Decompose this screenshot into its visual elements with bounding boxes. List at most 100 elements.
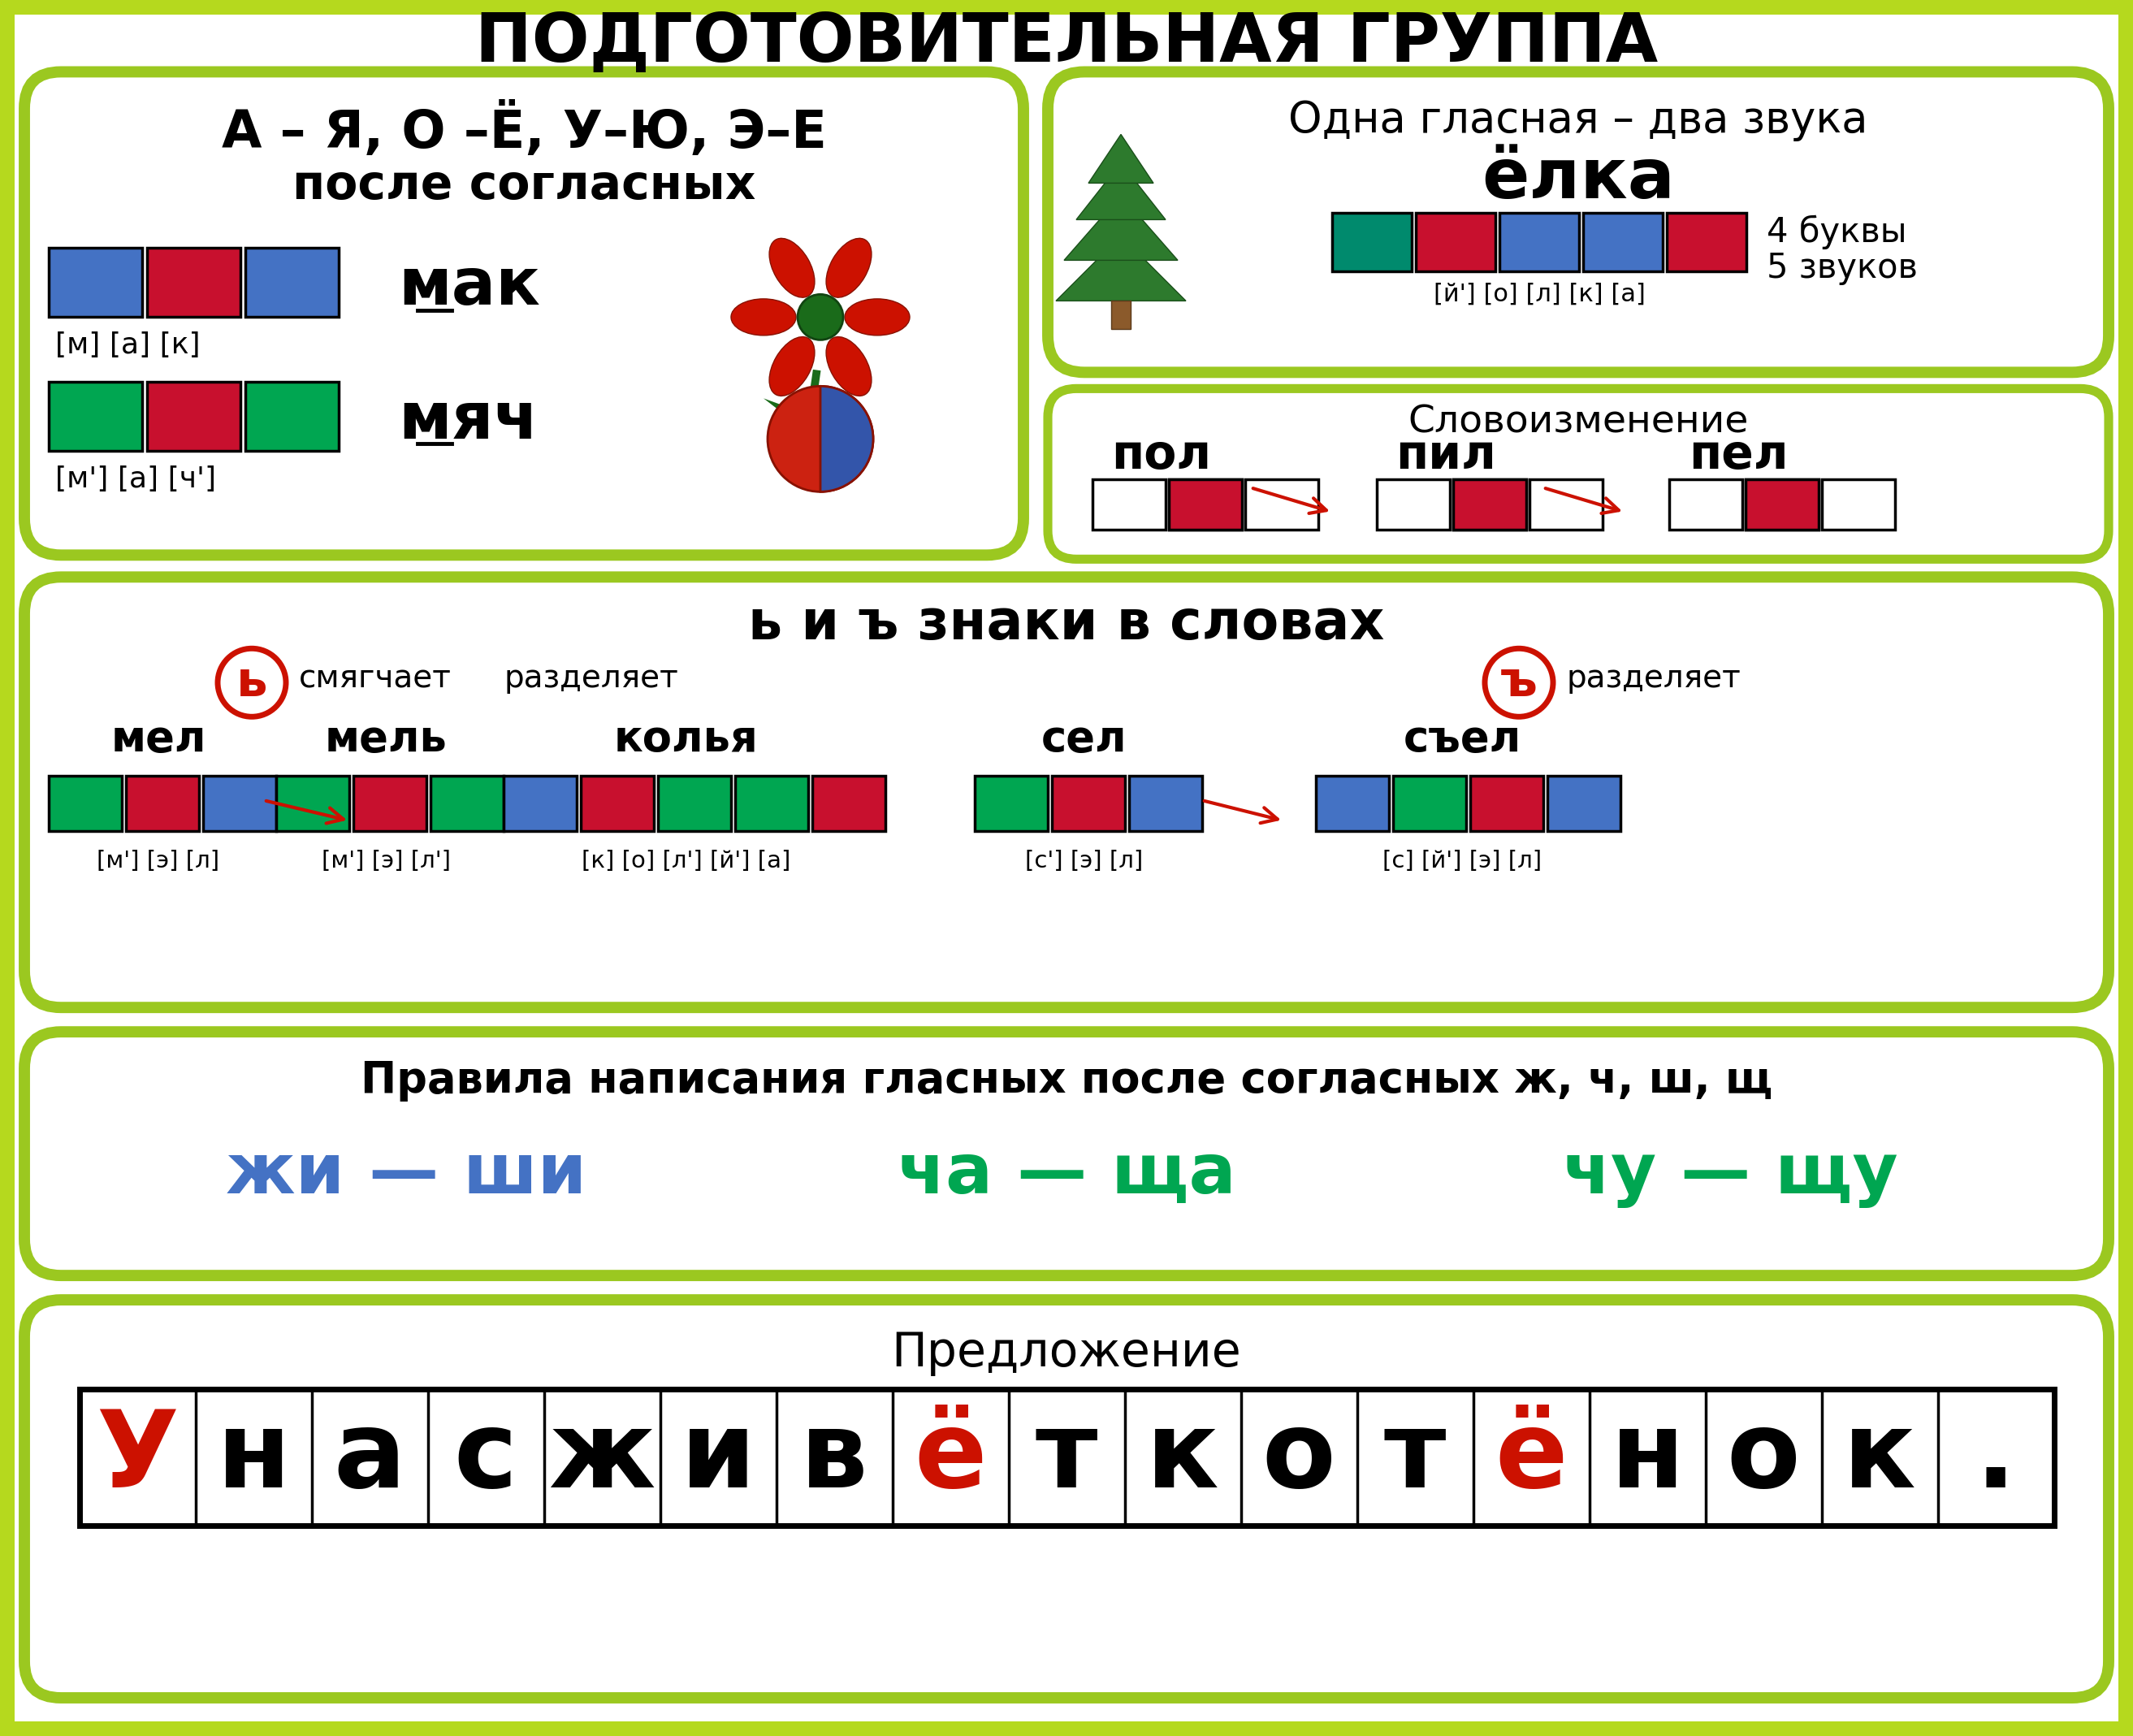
Polygon shape: [1064, 194, 1177, 260]
Text: в: в: [800, 1406, 868, 1509]
Text: о: о: [1726, 1406, 1800, 1509]
Text: А – Я, О –Ё, У–Ю, Э–Е: А – Я, О –Ё, У–Ю, Э–Е: [222, 102, 825, 158]
Bar: [245, 248, 339, 318]
Text: 5 звуков: 5 звуков: [1766, 252, 1918, 285]
Text: У: У: [96, 1406, 179, 1509]
Bar: [147, 248, 241, 318]
Bar: [1393, 776, 1465, 832]
Text: Предложение: Предложение: [892, 1330, 1241, 1377]
Text: к: к: [1145, 1406, 1220, 1509]
Text: с: с: [454, 1406, 518, 1509]
Text: [й'] [о] [л] [к] [а]: [й'] [о] [л] [к] [а]: [1433, 283, 1645, 306]
Text: [м] [а] [к]: [м] [а] [к]: [55, 332, 201, 359]
Text: сел: сел: [1041, 719, 1126, 760]
Bar: [975, 776, 1047, 832]
Text: ёлка: ёлка: [1482, 146, 1674, 214]
FancyBboxPatch shape: [23, 1031, 2110, 1276]
Text: мяч: мяч: [399, 389, 538, 453]
Text: ж: ж: [548, 1406, 655, 1509]
Bar: [1745, 479, 1819, 529]
Bar: [1169, 479, 1241, 529]
Text: т: т: [1035, 1406, 1098, 1509]
Bar: [736, 776, 808, 832]
Ellipse shape: [770, 238, 815, 297]
Bar: [203, 776, 275, 832]
Text: [м'] [э] [л]: [м'] [э] [л]: [96, 851, 220, 873]
Bar: [245, 382, 339, 451]
Text: пел: пел: [1689, 432, 1787, 479]
Bar: [1453, 479, 1527, 529]
Text: ь и ъ знаки в словах: ь и ъ знаки в словах: [749, 597, 1384, 651]
Bar: [1416, 214, 1495, 271]
Text: ё: ё: [915, 1406, 988, 1509]
Text: разделяет: разделяет: [503, 663, 678, 694]
Text: т: т: [1384, 1406, 1446, 1509]
Bar: [1111, 300, 1130, 330]
Bar: [275, 776, 350, 832]
Bar: [1470, 776, 1544, 832]
Text: смягчает: смягчает: [299, 663, 452, 694]
Wedge shape: [821, 385, 872, 491]
Bar: [147, 382, 241, 451]
Polygon shape: [1056, 236, 1186, 300]
Text: ь: ь: [237, 658, 267, 707]
Bar: [1499, 214, 1578, 271]
Text: разделяет: разделяет: [1566, 663, 1741, 694]
Polygon shape: [1088, 134, 1154, 182]
Ellipse shape: [825, 337, 872, 396]
Bar: [1745, 479, 1819, 529]
FancyBboxPatch shape: [1047, 389, 2110, 559]
Bar: [1333, 214, 1412, 271]
FancyBboxPatch shape: [23, 576, 2110, 1007]
Bar: [79, 1389, 2054, 1526]
Text: к: к: [1843, 1406, 1915, 1509]
Text: чу — щу: чу — щу: [1563, 1141, 1898, 1208]
Bar: [1666, 214, 1747, 271]
Bar: [657, 776, 732, 832]
Text: ПОДГОТОВИТЕЛЬНАЯ ГРУППА: ПОДГОТОВИТЕЛЬНАЯ ГРУППА: [476, 10, 1657, 75]
Bar: [1169, 479, 1241, 529]
Ellipse shape: [732, 299, 796, 335]
Text: мель: мель: [324, 719, 448, 760]
Text: Словоизменение: Словоизменение: [1408, 404, 1749, 441]
Bar: [49, 776, 122, 832]
Bar: [1583, 214, 1664, 271]
Text: Правила написания гласных после согласных ж, ч, ш, щ: Правила написания гласных после согласны…: [360, 1059, 1773, 1102]
Text: .: .: [1975, 1406, 2016, 1509]
Ellipse shape: [770, 337, 815, 396]
Text: н: н: [215, 1406, 290, 1509]
Polygon shape: [764, 398, 808, 431]
Text: съел: съел: [1404, 719, 1521, 760]
Text: ча — ща: ча — ща: [898, 1141, 1235, 1208]
Text: мел: мел: [111, 719, 207, 760]
Text: [м'] [а] [ч']: [м'] [а] [ч']: [55, 465, 215, 493]
Text: ъ: ъ: [1499, 658, 1538, 707]
Bar: [1092, 479, 1165, 529]
Bar: [1316, 776, 1389, 832]
Bar: [1453, 479, 1527, 529]
Bar: [354, 776, 427, 832]
Bar: [49, 382, 143, 451]
Bar: [49, 248, 143, 318]
Text: ё: ё: [1495, 1406, 1568, 1509]
Polygon shape: [1077, 163, 1165, 220]
Text: о: о: [1263, 1406, 1335, 1509]
FancyBboxPatch shape: [23, 1300, 2110, 1698]
Text: жи — ши: жи — ши: [226, 1141, 587, 1208]
Text: Одна гласная – два звука: Одна гласная – два звука: [1288, 99, 1869, 142]
Text: [к] [о] [л'] [й'] [а]: [к] [о] [л'] [й'] [а]: [582, 851, 791, 873]
Bar: [580, 776, 655, 832]
Bar: [1546, 776, 1621, 832]
Bar: [1529, 479, 1602, 529]
Bar: [503, 776, 576, 832]
Ellipse shape: [825, 238, 872, 297]
Text: пол: пол: [1111, 432, 1212, 479]
Bar: [126, 776, 198, 832]
Text: а: а: [333, 1406, 405, 1509]
Bar: [1376, 479, 1450, 529]
Ellipse shape: [845, 299, 911, 335]
Text: [с] [й'] [э] [л]: [с] [й'] [э] [л]: [1382, 851, 1542, 873]
Circle shape: [768, 385, 872, 491]
Bar: [1052, 776, 1124, 832]
FancyBboxPatch shape: [23, 71, 1024, 556]
